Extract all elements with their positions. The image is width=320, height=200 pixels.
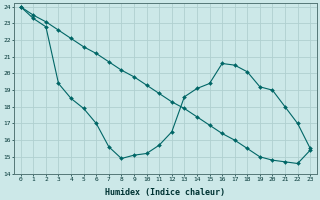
X-axis label: Humidex (Indice chaleur): Humidex (Indice chaleur): [106, 188, 226, 197]
